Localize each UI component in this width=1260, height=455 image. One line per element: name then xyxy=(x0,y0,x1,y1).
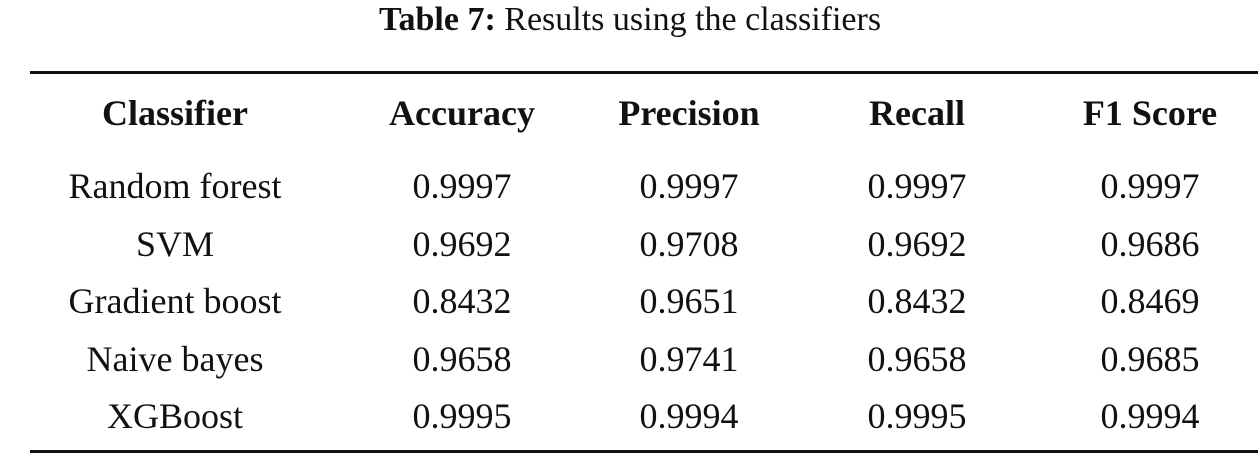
table-caption: Table 7: Results using the classifiers xyxy=(0,0,1260,40)
row-label: SVM xyxy=(135,224,215,264)
row-label: Gradient boost xyxy=(68,281,282,321)
table-cell: 0.9997 xyxy=(867,166,967,206)
table-cell: 0.9651 xyxy=(639,281,739,321)
table-cell: 0.8432 xyxy=(867,281,967,321)
caption-text: Results using the classifiers xyxy=(504,1,882,38)
table-cell: 0.9995 xyxy=(867,396,967,436)
table-cell: 0.9997 xyxy=(1100,166,1200,206)
table-cell: 0.9997 xyxy=(639,166,739,206)
table-cell: 0.9997 xyxy=(412,166,512,206)
table-cell: 0.9994 xyxy=(1100,396,1200,436)
header-cell: F1 Score xyxy=(1082,93,1218,133)
header-cell: Classifier xyxy=(102,93,248,133)
header-cell: Recall xyxy=(869,93,965,133)
table-cell: 0.8432 xyxy=(412,281,512,321)
table-cell: 0.9658 xyxy=(867,339,967,379)
top-rule xyxy=(30,71,1258,74)
row-label: Naive bayes xyxy=(86,339,264,379)
table-cell: 0.9658 xyxy=(412,339,512,379)
table-cell: 0.8469 xyxy=(1100,281,1200,321)
bottom-rule xyxy=(30,450,1258,453)
table-cell: 0.9685 xyxy=(1100,339,1200,379)
table-cell: 0.9692 xyxy=(412,224,512,264)
table-cell: 0.9994 xyxy=(639,396,739,436)
table-cell: 0.9708 xyxy=(639,224,739,264)
table-cell: 0.9686 xyxy=(1100,224,1200,264)
header-cell: Precision xyxy=(618,93,760,133)
caption-label: Table 7: xyxy=(378,1,496,38)
row-label: XGBoost xyxy=(106,396,244,436)
header-cell: Accuracy xyxy=(389,93,535,133)
row-label: Random forest xyxy=(68,166,282,206)
table-cell: 0.9741 xyxy=(639,339,739,379)
table-cell: 0.9692 xyxy=(867,224,967,264)
table-cell: 0.9995 xyxy=(412,396,512,436)
